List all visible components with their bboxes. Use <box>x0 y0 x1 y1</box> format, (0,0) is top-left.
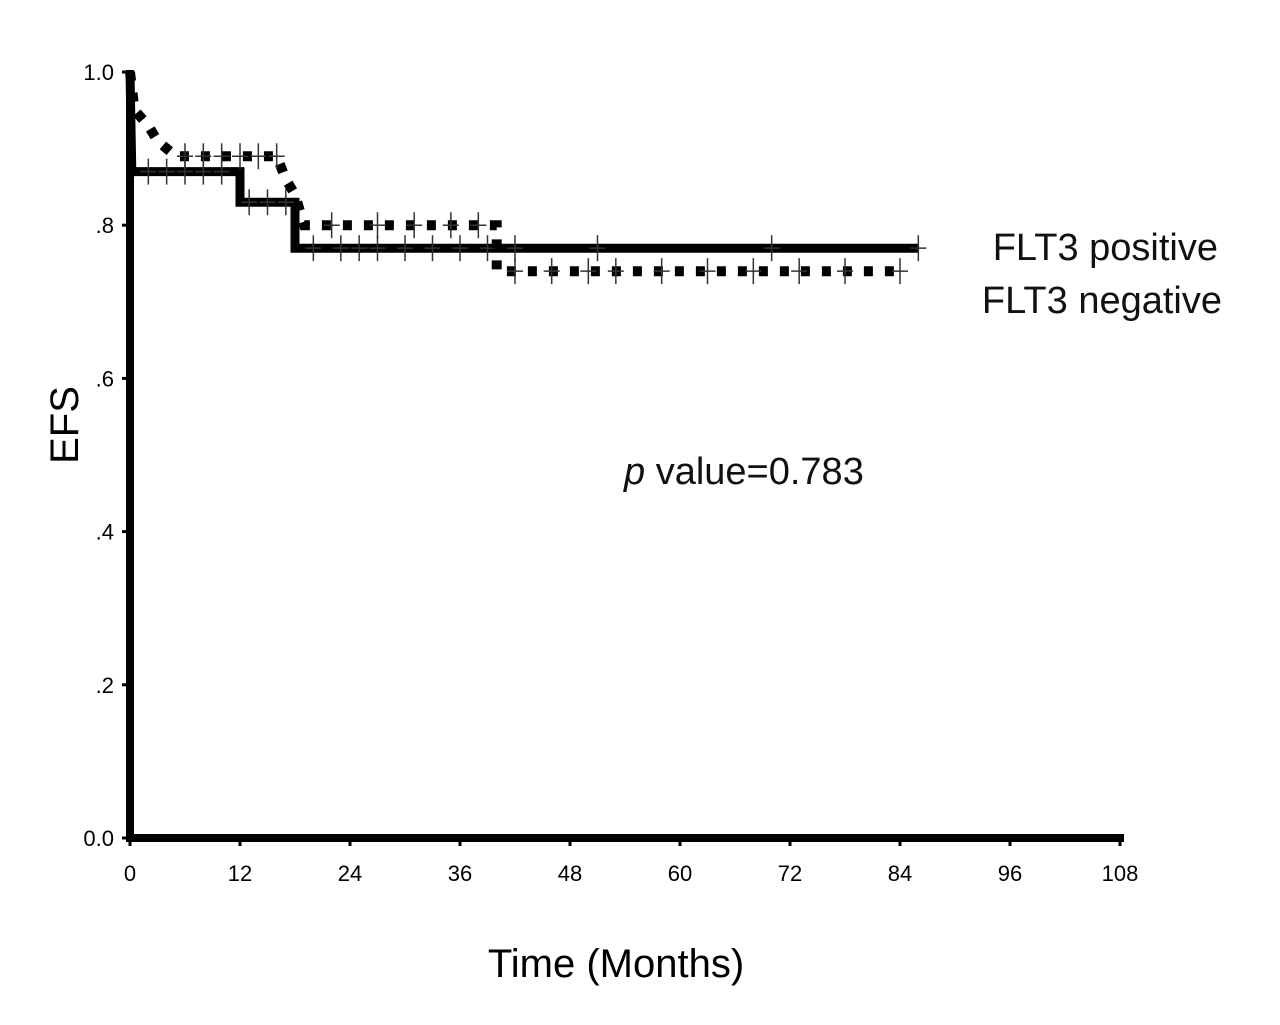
legend-label-flt3-negative: FLT3 negative <box>982 280 1222 322</box>
x-tick-label: 84 <box>888 861 912 886</box>
survival-curves <box>125 71 927 285</box>
p-value-symbol: p <box>623 451 645 493</box>
p-value-annotation: p value=0.783 <box>623 451 864 493</box>
x-axis-title: Time (Months) <box>488 942 744 986</box>
x-tick-label: 48 <box>558 861 582 886</box>
x-tick-label: 96 <box>998 861 1022 886</box>
y-tick-label: 0.0 <box>83 826 114 851</box>
p-value-text: value=0.783 <box>645 451 864 493</box>
x-axis-ticks: 0 12 24 36 48 60 72 84 96 108 <box>124 838 1138 886</box>
y-tick-label: .8 <box>96 213 114 238</box>
x-tick-label: 0 <box>124 861 136 886</box>
legend-label-flt3-positive: FLT3 positive <box>993 227 1218 269</box>
series-2 <box>125 71 908 285</box>
y-axis-ticks: 0.0 .2 .4 .6 .8 1.0 <box>83 60 130 851</box>
x-tick-label: 72 <box>778 861 802 886</box>
x-tick-label: 108 <box>1102 861 1139 886</box>
x-tick-label: 24 <box>338 861 362 886</box>
x-tick-label: 36 <box>448 861 472 886</box>
series-line <box>125 71 900 277</box>
y-tick-label: 1.0 <box>83 60 114 85</box>
y-tick-label: .6 <box>96 366 114 391</box>
y-tick-label: .4 <box>96 520 114 545</box>
y-tick-label: .2 <box>96 673 114 698</box>
x-tick-label: 12 <box>228 861 252 886</box>
series-1 <box>125 71 927 262</box>
y-axis-title: EFS <box>43 386 87 464</box>
x-tick-label: 60 <box>668 861 692 886</box>
